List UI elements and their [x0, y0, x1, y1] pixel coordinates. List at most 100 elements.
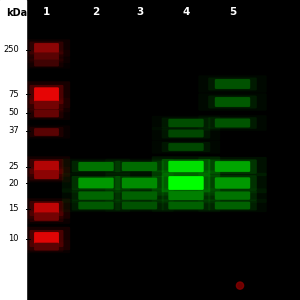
FancyBboxPatch shape [208, 95, 257, 108]
Text: 10: 10 [8, 234, 19, 243]
FancyBboxPatch shape [29, 211, 64, 222]
FancyBboxPatch shape [29, 85, 64, 104]
FancyBboxPatch shape [23, 156, 70, 177]
FancyBboxPatch shape [23, 39, 70, 57]
FancyBboxPatch shape [208, 176, 257, 190]
Text: 250: 250 [3, 45, 19, 54]
FancyBboxPatch shape [23, 227, 70, 250]
FancyBboxPatch shape [34, 43, 59, 53]
FancyBboxPatch shape [122, 178, 157, 188]
FancyBboxPatch shape [152, 140, 220, 154]
Text: 20: 20 [8, 178, 19, 188]
FancyBboxPatch shape [62, 159, 130, 174]
FancyBboxPatch shape [29, 108, 64, 118]
FancyBboxPatch shape [34, 128, 59, 136]
FancyBboxPatch shape [72, 176, 120, 190]
FancyBboxPatch shape [78, 162, 114, 171]
FancyBboxPatch shape [34, 110, 59, 117]
Text: 1: 1 [43, 7, 50, 17]
FancyBboxPatch shape [29, 242, 64, 252]
FancyBboxPatch shape [198, 188, 267, 203]
Text: 4: 4 [182, 7, 190, 17]
Text: 37: 37 [8, 126, 19, 135]
FancyBboxPatch shape [72, 200, 120, 211]
FancyBboxPatch shape [215, 202, 250, 209]
FancyBboxPatch shape [208, 190, 257, 201]
FancyBboxPatch shape [208, 200, 257, 211]
FancyBboxPatch shape [162, 128, 210, 139]
FancyBboxPatch shape [72, 161, 120, 172]
FancyBboxPatch shape [105, 188, 174, 203]
FancyBboxPatch shape [62, 173, 130, 193]
FancyBboxPatch shape [215, 191, 250, 200]
Text: 50: 50 [8, 108, 19, 117]
FancyBboxPatch shape [152, 170, 220, 196]
FancyBboxPatch shape [105, 199, 174, 212]
Text: kDa: kDa [6, 8, 27, 19]
Text: 2: 2 [92, 7, 100, 17]
FancyBboxPatch shape [23, 240, 70, 253]
FancyBboxPatch shape [34, 243, 59, 250]
FancyBboxPatch shape [23, 57, 70, 69]
Circle shape [236, 282, 244, 289]
FancyBboxPatch shape [152, 199, 220, 212]
FancyBboxPatch shape [78, 191, 114, 200]
FancyBboxPatch shape [198, 75, 267, 93]
FancyBboxPatch shape [34, 212, 59, 221]
FancyBboxPatch shape [198, 173, 267, 193]
FancyBboxPatch shape [162, 142, 210, 152]
FancyBboxPatch shape [168, 130, 204, 137]
Text: 15: 15 [8, 204, 19, 213]
FancyBboxPatch shape [62, 188, 130, 203]
FancyBboxPatch shape [168, 161, 204, 172]
Text: 3: 3 [136, 7, 143, 17]
FancyBboxPatch shape [115, 200, 164, 211]
FancyBboxPatch shape [34, 52, 59, 60]
FancyBboxPatch shape [115, 190, 164, 201]
FancyBboxPatch shape [72, 190, 120, 201]
FancyBboxPatch shape [34, 59, 59, 66]
FancyBboxPatch shape [23, 125, 70, 139]
FancyBboxPatch shape [122, 202, 157, 209]
FancyBboxPatch shape [215, 118, 250, 127]
FancyBboxPatch shape [168, 202, 204, 209]
FancyBboxPatch shape [162, 159, 210, 174]
FancyBboxPatch shape [29, 169, 64, 180]
FancyBboxPatch shape [162, 118, 210, 128]
FancyBboxPatch shape [29, 51, 64, 62]
FancyBboxPatch shape [162, 190, 210, 201]
FancyBboxPatch shape [152, 156, 220, 177]
FancyBboxPatch shape [23, 167, 70, 182]
FancyBboxPatch shape [29, 127, 64, 137]
FancyBboxPatch shape [34, 101, 59, 109]
FancyBboxPatch shape [34, 161, 59, 172]
FancyBboxPatch shape [198, 199, 267, 212]
FancyBboxPatch shape [34, 170, 59, 179]
FancyBboxPatch shape [23, 107, 70, 120]
FancyBboxPatch shape [162, 174, 210, 192]
FancyBboxPatch shape [122, 191, 157, 200]
FancyBboxPatch shape [208, 117, 257, 129]
FancyBboxPatch shape [23, 50, 70, 63]
FancyBboxPatch shape [152, 116, 220, 130]
Bar [0, 0, 26, 300]
FancyBboxPatch shape [29, 201, 64, 216]
FancyBboxPatch shape [162, 200, 210, 211]
FancyBboxPatch shape [34, 87, 59, 102]
Text: 25: 25 [8, 162, 19, 171]
FancyBboxPatch shape [105, 173, 174, 193]
FancyBboxPatch shape [152, 127, 220, 140]
FancyBboxPatch shape [215, 97, 250, 107]
FancyBboxPatch shape [168, 176, 204, 190]
FancyBboxPatch shape [198, 157, 267, 176]
FancyBboxPatch shape [115, 176, 164, 190]
FancyBboxPatch shape [78, 178, 114, 188]
FancyBboxPatch shape [168, 143, 204, 151]
Text: 5: 5 [229, 7, 236, 17]
FancyBboxPatch shape [215, 177, 250, 189]
FancyBboxPatch shape [215, 79, 250, 89]
FancyBboxPatch shape [208, 77, 257, 90]
FancyBboxPatch shape [29, 159, 64, 174]
FancyBboxPatch shape [122, 162, 157, 171]
FancyBboxPatch shape [29, 58, 64, 67]
